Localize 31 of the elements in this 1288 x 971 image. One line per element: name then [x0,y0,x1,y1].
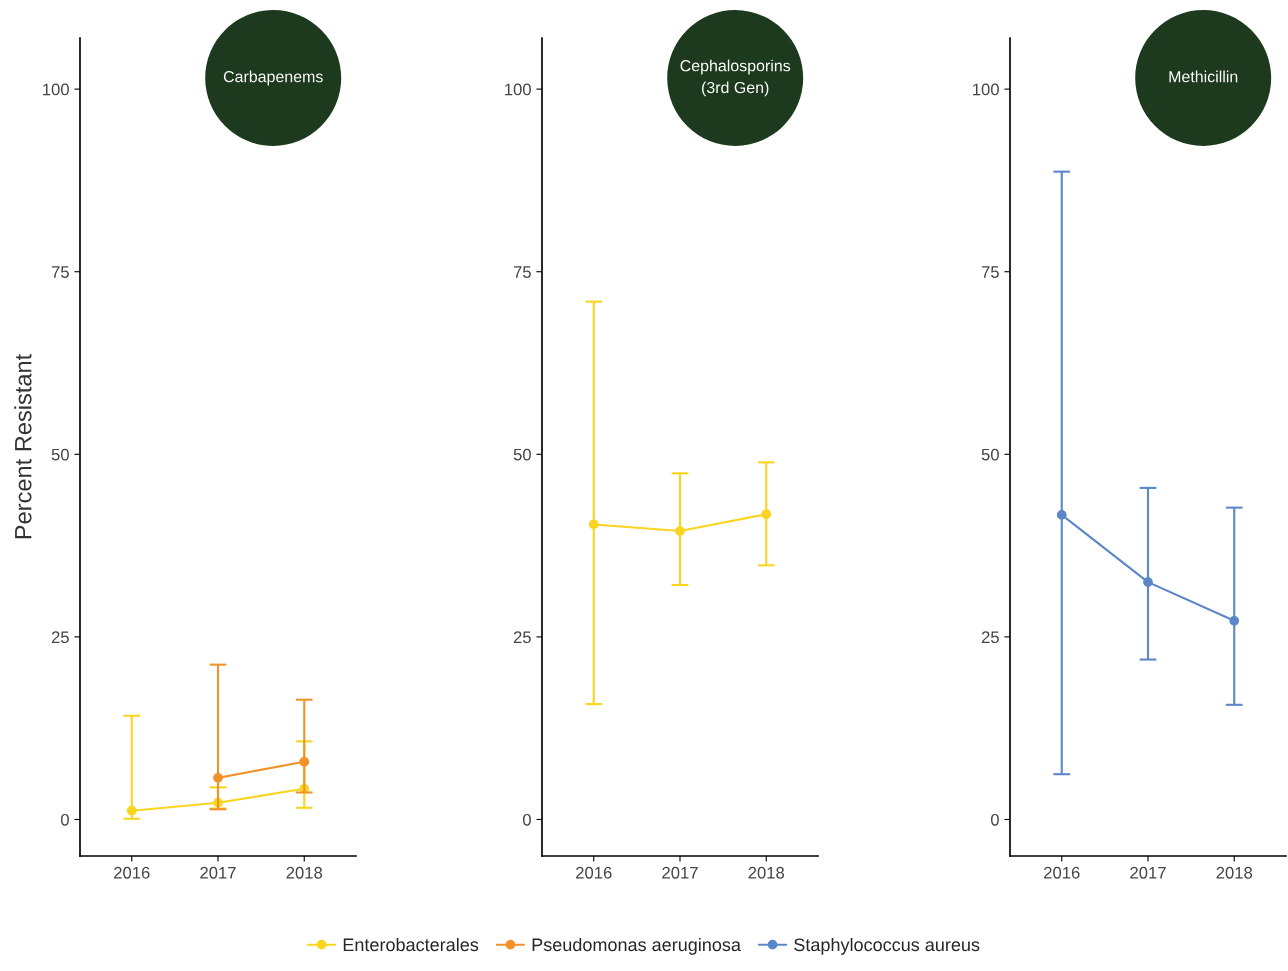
y-tick-label: 25 [513,631,531,644]
x-tick-label: 2017 [200,866,236,879]
y-tick-label: 0 [522,813,531,826]
x-tick-label: 2018 [1216,866,1253,879]
x-tick-label: 2018 [286,866,323,879]
y-tick-label: 100 [973,83,999,96]
y-tick-label: 25 [981,631,999,644]
y-tick-label: 50 [513,448,531,461]
y-tick-label: 0 [60,813,69,826]
y-tick-label: 50 [981,448,999,461]
y-tick-label: 50 [51,448,69,461]
x-tick-label: 2016 [114,866,150,879]
y-tick-label: 75 [51,266,69,278]
x-tick-label: 2018 [748,866,785,879]
x-tick-label: 2016 [576,866,612,879]
legend-label: Enterobacterales [343,937,479,952]
y-tick-label: 0 [990,813,999,826]
x-tick-label: 2017 [662,866,698,879]
y-tick-label: 100 [43,83,69,96]
y-tick-label: 75 [981,266,999,278]
y-axis-title: Percent Resistant [14,353,32,539]
y-tick-label: 75 [513,266,531,278]
x-tick-label: 2016 [1044,866,1080,879]
text: Cephalosporins (3rd Gen) [680,59,791,97]
y-tick-label: 25 [51,631,69,644]
text: Carbapenems [223,70,323,86]
legend-label: Pseudomonas aeruginosa [532,937,741,955]
legend-label: Staphylococcus aureus [794,937,980,955]
text: Methicillin [1169,70,1238,83]
y-tick-label: 100 [505,83,531,96]
x-tick-label: 2017 [1130,866,1166,879]
